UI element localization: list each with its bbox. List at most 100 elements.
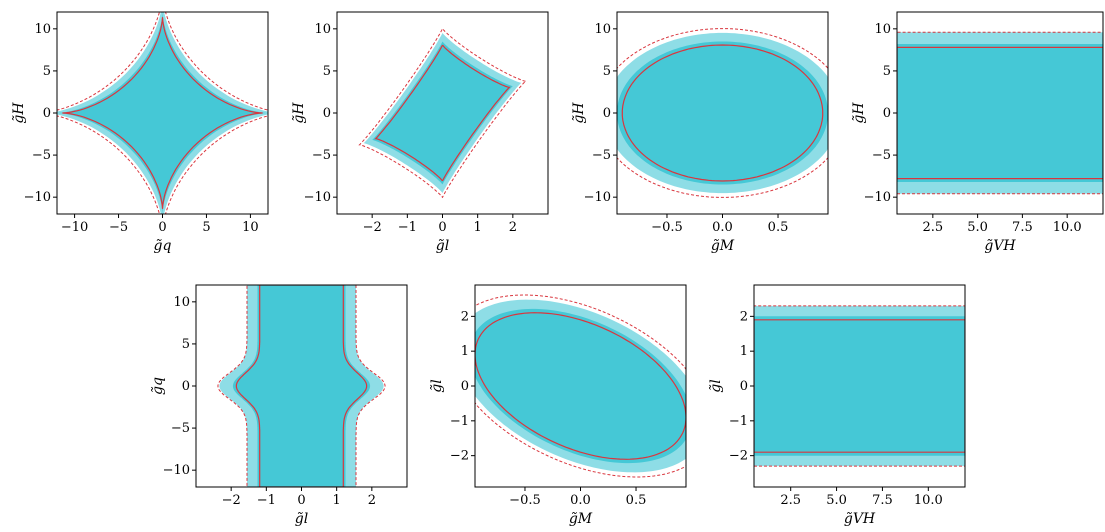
inner-contour <box>897 46 1103 180</box>
subplot-3: −0.5 0.0 0.5 −10 −5 0 5 10 g̃M g̃H <box>571 11 829 254</box>
x-tick-label: 7.5 <box>1012 220 1033 235</box>
y-tick-label: 10 <box>594 22 611 37</box>
inner-contour <box>235 285 368 487</box>
y-tick-label: 5 <box>603 64 611 79</box>
inner-region <box>897 44 1103 182</box>
x-tick-label: 10 <box>242 220 259 235</box>
x-tick-label: 2.5 <box>780 493 801 508</box>
y-tick-label: 2 <box>740 309 748 324</box>
y-tick-label: −10 <box>24 190 51 205</box>
x-tick-label: 0.0 <box>712 220 733 235</box>
y-tick-label: 1 <box>461 344 469 359</box>
plot-area <box>358 27 527 199</box>
y-tick-label: 0 <box>43 106 51 121</box>
x-tick-label: −2 <box>363 220 382 235</box>
y-tick-label: −10 <box>304 190 331 205</box>
y-tick-label: 0 <box>740 379 748 394</box>
x-tick-label: 0 <box>438 220 446 235</box>
inner-region <box>475 308 686 464</box>
plot-area <box>754 305 965 467</box>
y-axis-label: g̃H <box>571 102 587 124</box>
y-axis-label: g̃H <box>851 102 867 124</box>
inner-region <box>232 285 371 487</box>
x-tick-label: 10.0 <box>1053 220 1082 235</box>
outer-contour <box>217 285 386 487</box>
x-tick-label: 5 <box>202 220 210 235</box>
y-tick-label: 2 <box>461 309 469 324</box>
inner-contour <box>62 17 263 209</box>
y-tick-label: −10 <box>864 190 891 205</box>
y-tick-label: 0 <box>603 106 611 121</box>
outer-contour <box>617 28 828 198</box>
x-tick-label: 5.0 <box>967 220 988 235</box>
y-tick-label: −5 <box>592 148 611 163</box>
x-tick-label: 2.5 <box>922 220 943 235</box>
y-tick-label: 10 <box>874 22 891 37</box>
x-tick-label: 10.0 <box>914 493 943 508</box>
x-axis-label: g̃M <box>711 238 735 254</box>
inner-region <box>617 41 828 185</box>
y-tick-label: 5 <box>43 64 51 79</box>
y-axis-label: g̃H <box>291 102 307 124</box>
x-tick-label: −0.5 <box>509 493 541 508</box>
x-tick-label: −1 <box>398 220 417 235</box>
x-tick-label: 1 <box>474 220 482 235</box>
plot-area <box>617 28 828 198</box>
plot-area <box>897 31 1103 195</box>
x-tick-label: 0.5 <box>768 220 789 235</box>
x-tick-label: −5 <box>109 220 128 235</box>
y-tick-label: 0 <box>883 106 891 121</box>
x-tick-label: 2 <box>509 220 517 235</box>
y-tick-label: −1 <box>450 414 469 429</box>
inner-contour <box>475 312 686 460</box>
subplot-7: 2.5 5.0 7.5 10.0 −2 −1 0 1 2 g̃VH g̃l <box>708 284 966 527</box>
x-axis-label: g̃l <box>436 238 449 254</box>
x-tick-label: −1 <box>257 493 276 508</box>
x-axis-label: g̃M <box>569 511 593 527</box>
y-tick-label: −1 <box>729 414 748 429</box>
x-tick-label: 0 <box>158 220 166 235</box>
x-tick-label: 0 <box>297 493 305 508</box>
y-tick-label: 5 <box>323 64 331 79</box>
y-tick-label: −2 <box>729 449 748 464</box>
x-tick-label: −10 <box>61 220 88 235</box>
y-tick-label: −10 <box>163 463 190 478</box>
x-tick-label: 0.0 <box>570 493 591 508</box>
plot-area <box>475 294 686 478</box>
y-tick-label: −5 <box>32 148 51 163</box>
plot-area <box>217 285 386 487</box>
x-tick-label: −2 <box>222 493 241 508</box>
y-tick-label: 0 <box>323 106 331 121</box>
y-tick-label: 1 <box>740 344 748 359</box>
inner-contour <box>374 44 511 182</box>
x-axis-label: g̃VH <box>844 511 876 527</box>
y-tick-label: −5 <box>872 148 891 163</box>
inner-region <box>372 41 513 185</box>
x-axis-label: g̃q <box>154 238 172 254</box>
y-tick-label: −5 <box>171 421 190 436</box>
subplot-1: −10 −5 0 5 10 −10 −5 0 5 10 g̃q g̃H <box>11 11 269 254</box>
x-tick-label: −0.5 <box>651 220 683 235</box>
y-tick-label: 10 <box>314 22 331 37</box>
outer-contour <box>358 27 527 199</box>
x-tick-label: 7.5 <box>872 493 893 508</box>
plot-area <box>57 12 268 214</box>
y-axis-label: g̃l <box>708 379 724 392</box>
subplot-6: −0.5 0.0 0.5 −2 −1 0 1 2 g̃M g̃l <box>429 284 687 527</box>
subplot-4: 2.5 5.0 7.5 10.0 −10 −5 0 5 10 g̃VH g̃H <box>851 11 1104 254</box>
y-tick-label: 0 <box>182 379 190 394</box>
y-tick-label: 10 <box>34 22 51 37</box>
inner-contour <box>621 44 824 182</box>
x-tick-label: 0.5 <box>626 493 647 508</box>
x-tick-label: 1 <box>333 493 341 508</box>
y-tick-label: 10 <box>173 295 190 310</box>
y-tick-label: −10 <box>584 190 611 205</box>
y-axis-label: g̃q <box>150 377 166 395</box>
y-tick-label: 0 <box>461 379 469 394</box>
x-tick-label: 5.0 <box>826 493 847 508</box>
y-tick-label: 5 <box>182 337 190 352</box>
inner-region <box>57 12 268 214</box>
